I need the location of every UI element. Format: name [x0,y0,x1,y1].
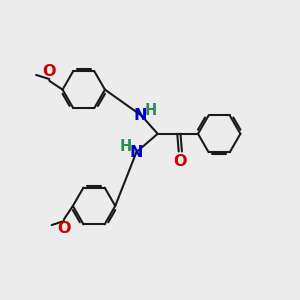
Text: N: N [134,108,147,123]
Text: O: O [174,154,187,169]
Text: H: H [145,103,157,118]
Text: H: H [119,139,131,154]
Text: N: N [130,145,143,160]
Text: O: O [43,64,56,79]
Text: O: O [57,221,71,236]
